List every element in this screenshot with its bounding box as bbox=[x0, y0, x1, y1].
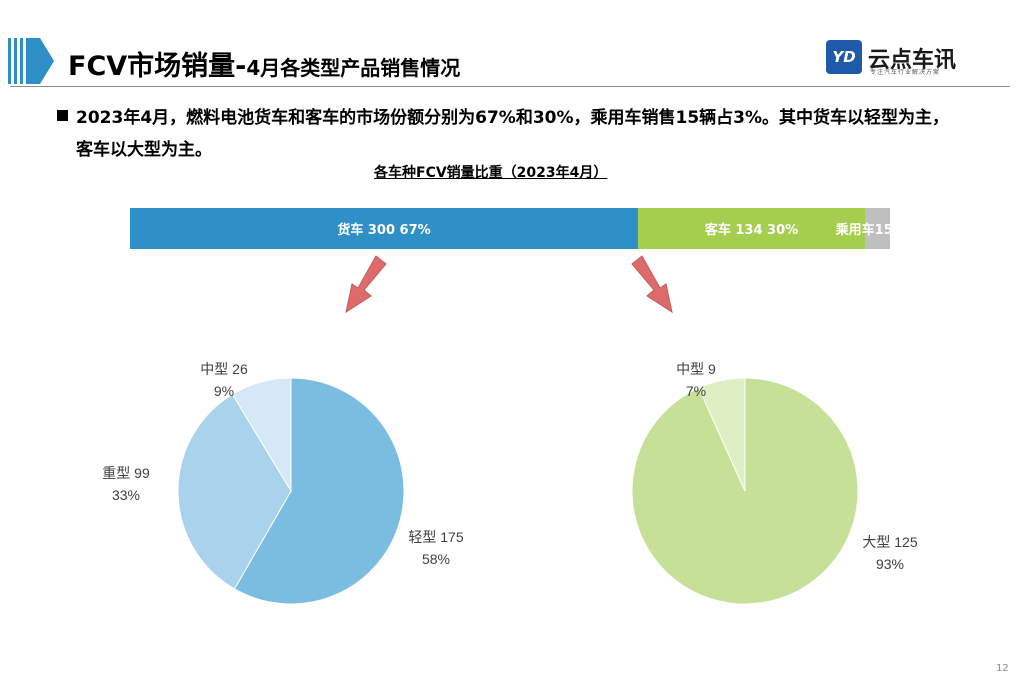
chart-title: 各车种FCV销量比重（2023年4月） bbox=[374, 165, 608, 181]
bus-pie-label-large: 大型 125 93% bbox=[852, 531, 928, 575]
page-title: FCV市场销量-4月各类型产品销售情况 bbox=[68, 44, 460, 83]
truck-pie-label-medium: 中型 26 9% bbox=[188, 358, 260, 402]
logo-mark: YD bbox=[826, 40, 862, 74]
truck-pie-slice-0 bbox=[233, 377, 405, 605]
truck-pie-label-light: 轻型 175 58% bbox=[400, 526, 472, 570]
bar-segment-label-0: 货车 300 67% bbox=[337, 223, 431, 238]
truck-label-heavy-name: 重型 99 bbox=[102, 465, 150, 481]
truck-pie-slice-2 bbox=[231, 377, 292, 493]
bus-label-medium-name: 中型 9 bbox=[676, 361, 716, 377]
truck-pie-slice-1 bbox=[177, 393, 292, 590]
page-number: 12 bbox=[996, 663, 1009, 674]
bus-label-large-name: 大型 125 bbox=[862, 534, 918, 550]
bus-pie-label-medium: 中型 9 7% bbox=[660, 358, 732, 402]
arrow-down-left-icon bbox=[345, 255, 387, 314]
truck-label-medium-pct: 9% bbox=[213, 383, 235, 399]
truck-label-medium-name: 中型 26 bbox=[200, 361, 248, 377]
bus-label-large-pct: 93% bbox=[875, 556, 905, 572]
truck-label-light-pct: 58% bbox=[421, 551, 451, 567]
truck-pie-label-heavy: 重型 99 33% bbox=[90, 462, 162, 506]
stacked-share-bar: 货车 300 67% 客车 134 30% 乘用车15 3% bbox=[130, 208, 919, 249]
bar-segment-label-2: 乘用车15 3% bbox=[835, 223, 920, 238]
arrow-down-right-icon bbox=[631, 255, 673, 314]
logo-name: 云点车讯 bbox=[868, 48, 957, 73]
bar-segment-1: 客车 134 30% bbox=[638, 208, 865, 249]
bar-segment-2: 乘用车15 3% bbox=[836, 208, 919, 249]
truck-label-light-name: 轻型 175 bbox=[408, 529, 464, 545]
bar-segment-0: 货车 300 67% bbox=[130, 208, 638, 249]
truck-label-heavy-pct: 33% bbox=[111, 487, 141, 503]
logo-tagline: 专注汽车行业解决方案 bbox=[870, 69, 941, 76]
title-divider bbox=[10, 86, 1010, 87]
bus-pie-slice-1 bbox=[698, 377, 746, 492]
bus-label-medium-pct: 7% bbox=[685, 383, 707, 399]
bullet-square-icon bbox=[57, 110, 68, 121]
page-title-sub: 4月各类型产品销售情况 bbox=[246, 56, 461, 80]
title-accent-bars bbox=[8, 38, 54, 84]
brand-logo: YD 云点车讯 专注汽车行业解决方案 bbox=[826, 40, 966, 80]
bullet-text: 2023年4月，燃料电池货车和客车的市场份额分别为67%和30%，乘用车销售15… bbox=[76, 108, 950, 160]
bar-segment-label-1: 客车 134 30% bbox=[704, 223, 799, 238]
page-title-main: FCV市场销量- bbox=[68, 51, 247, 82]
